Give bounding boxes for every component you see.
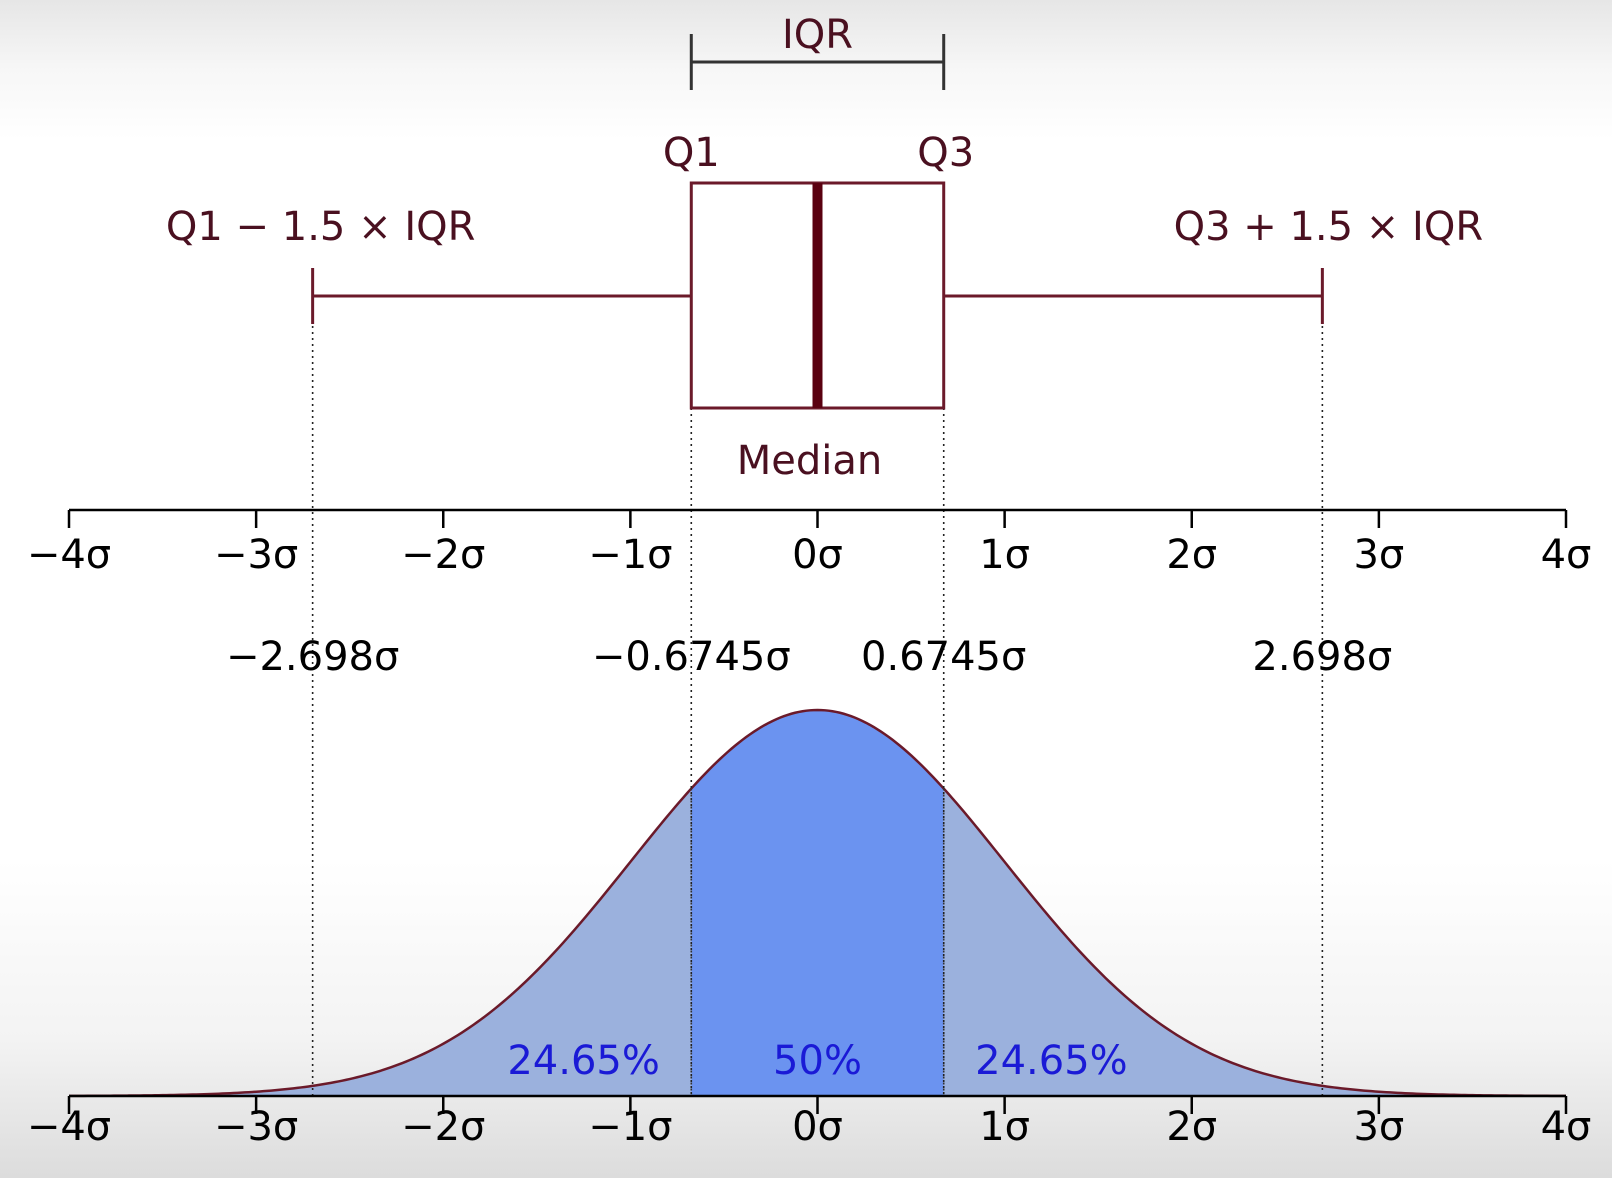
axis-tick-label: 0σ xyxy=(792,1104,843,1150)
axis-tick-label: 2σ xyxy=(1166,1104,1217,1150)
region-percent-label: 24.65% xyxy=(507,1038,660,1084)
axis-tick-label: −4σ xyxy=(27,532,111,578)
box-plot xyxy=(311,181,1324,410)
axis-tick-label: 1σ xyxy=(979,1104,1030,1150)
normal-curve-line xyxy=(68,708,1567,1098)
axis-tick-label: −3σ xyxy=(214,1104,298,1150)
quantile-marker-labels: −2.698σ −0.6745σ 0.6745σ 2.698σ xyxy=(226,634,1392,680)
bottom-sigma-axis: −4σ −3σ −2σ −1σ 0σ 1σ 2σ 3σ 4σ xyxy=(27,1094,1592,1150)
axis-tick-label: 4σ xyxy=(1541,532,1592,578)
region-percent-labels: 24.65% 50% 24.65% xyxy=(507,1038,1127,1084)
q3-label: Q3 xyxy=(917,130,974,176)
axis-tick-label: 3σ xyxy=(1353,532,1404,578)
left-outer-tail-fill xyxy=(69,1085,313,1096)
axis-tick-label: 3σ xyxy=(1353,1104,1404,1150)
iqr-region-fill xyxy=(691,710,944,1096)
distribution-fills xyxy=(69,710,1566,1096)
median-label: Median xyxy=(737,438,883,484)
right-outer-tail-fill xyxy=(1322,1085,1566,1096)
marker-value-label: −2.698σ xyxy=(226,634,399,680)
region-percent-label: 50% xyxy=(773,1038,862,1084)
axis-tick-label: 1σ xyxy=(979,532,1030,578)
dotted-guide-lines xyxy=(311,296,1324,1096)
marker-value-label: 0.6745σ xyxy=(861,634,1026,680)
upper-fence-label: Q3 + 1.5 × IQR xyxy=(1174,204,1484,250)
lower-fence-label: Q1 − 1.5 × IQR xyxy=(166,204,476,250)
axis-tick-label: −3σ xyxy=(214,532,298,578)
axis-tick-label: −4σ xyxy=(27,1104,111,1150)
marker-value-label: 2.698σ xyxy=(1252,634,1392,680)
axis-tick-label: −1σ xyxy=(588,1104,672,1150)
axis-tick-label: 2σ xyxy=(1166,532,1217,578)
q1-label: Q1 xyxy=(663,130,720,176)
axis-tick-label: −2σ xyxy=(401,1104,485,1150)
region-percent-label: 24.65% xyxy=(975,1038,1128,1084)
axis-tick-label: 4σ xyxy=(1541,1104,1592,1150)
axis-tick-label: −2σ xyxy=(401,532,485,578)
marker-value-label: −0.6745σ xyxy=(592,634,791,680)
axis-tick-label: −1σ xyxy=(588,532,672,578)
top-sigma-axis: −4σ −3σ −2σ −1σ 0σ 1σ 2σ 3σ 4σ xyxy=(27,508,1592,578)
left-quartile-region-fill xyxy=(312,788,692,1096)
axis-tick-label: 0σ xyxy=(792,532,843,578)
iqr-label: IQR xyxy=(782,12,853,58)
iqr-bracket xyxy=(689,34,946,90)
right-quartile-region-fill xyxy=(943,788,1323,1096)
